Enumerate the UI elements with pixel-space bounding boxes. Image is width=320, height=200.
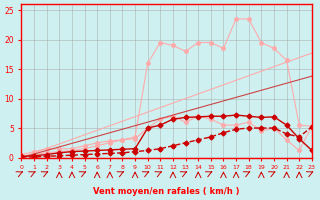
X-axis label: Vent moyen/en rafales ( km/h ): Vent moyen/en rafales ( km/h ) (93, 187, 240, 196)
